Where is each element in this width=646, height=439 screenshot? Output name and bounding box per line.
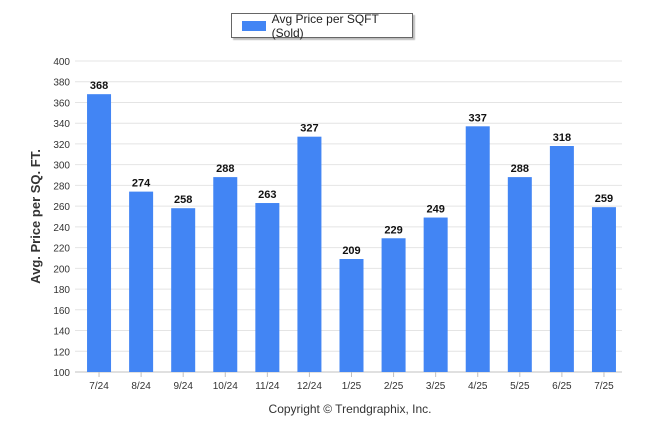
x-tick-label: 1/25: [342, 381, 362, 392]
data-label: 288: [511, 163, 529, 175]
x-tick-label: 4/25: [468, 381, 488, 392]
y-tick-label: 340: [53, 119, 70, 130]
y-tick-label: 100: [53, 368, 70, 379]
x-tick-label: 8/24: [131, 381, 151, 392]
bar: [591, 207, 616, 372]
y-tick-label: 240: [53, 223, 70, 234]
y-tick-label: 120: [53, 347, 70, 358]
bar: [87, 94, 112, 372]
y-tick-label: 260: [53, 202, 70, 213]
y-tick-label: 160: [53, 306, 70, 317]
data-label: 368: [90, 80, 108, 92]
x-tick-label: 11/24: [255, 381, 280, 392]
copyright-text: Copyright © Trendgraphix, Inc.: [268, 402, 432, 416]
bar: [423, 217, 448, 372]
bar: [465, 126, 490, 372]
x-tick-label: 3/25: [426, 381, 446, 392]
bar: [507, 177, 532, 372]
y-tick-label: 320: [53, 140, 70, 151]
data-label: 249: [426, 204, 444, 216]
x-tick-label: 5/25: [510, 381, 530, 392]
chart-legend[interactable]: Avg Price per SQFT (Sold): [231, 11, 413, 40]
bar: [381, 238, 406, 372]
data-label: 274: [132, 178, 151, 190]
legend-label: Avg Price per SQFT (Sold): [271, 11, 379, 40]
data-label: 209: [342, 245, 360, 257]
x-tick-label: 6/25: [552, 381, 572, 392]
x-tick-label: 9/24: [173, 381, 193, 392]
data-label: 327: [300, 123, 318, 135]
y-axis-title: Avg. Price per SQ. FT.: [28, 149, 43, 284]
bar: [339, 259, 364, 372]
bar: [213, 177, 238, 372]
y-tick-label: 220: [53, 244, 70, 255]
bar: [129, 191, 154, 372]
bar: [297, 136, 322, 372]
bar: [255, 203, 280, 372]
data-label: 337: [469, 112, 487, 124]
y-tick-label: 180: [53, 285, 70, 296]
bar: [549, 146, 574, 372]
y-tick-label: 360: [53, 98, 70, 109]
y-tick-label: 280: [53, 181, 70, 192]
y-tick-label: 300: [53, 161, 70, 172]
y-tick-label: 400: [53, 57, 70, 68]
x-tick-label: 12/24: [297, 381, 322, 392]
data-label: 263: [258, 189, 276, 201]
y-tick-label: 200: [53, 264, 70, 275]
x-tick-label: 2/25: [384, 381, 404, 392]
data-label: 229: [384, 224, 402, 236]
data-label: 318: [553, 132, 571, 144]
legend-swatch: [242, 20, 266, 31]
y-tick-label: 380: [53, 78, 70, 89]
bar: [171, 208, 196, 372]
data-label: 258: [174, 194, 192, 206]
x-tick-label: 7/24: [89, 381, 109, 392]
y-tick-label: 140: [53, 327, 70, 338]
x-tick-label: 10/24: [213, 381, 238, 392]
data-label: 259: [595, 193, 613, 205]
data-label: 288: [216, 163, 234, 175]
x-tick-label: 7/25: [594, 381, 614, 392]
